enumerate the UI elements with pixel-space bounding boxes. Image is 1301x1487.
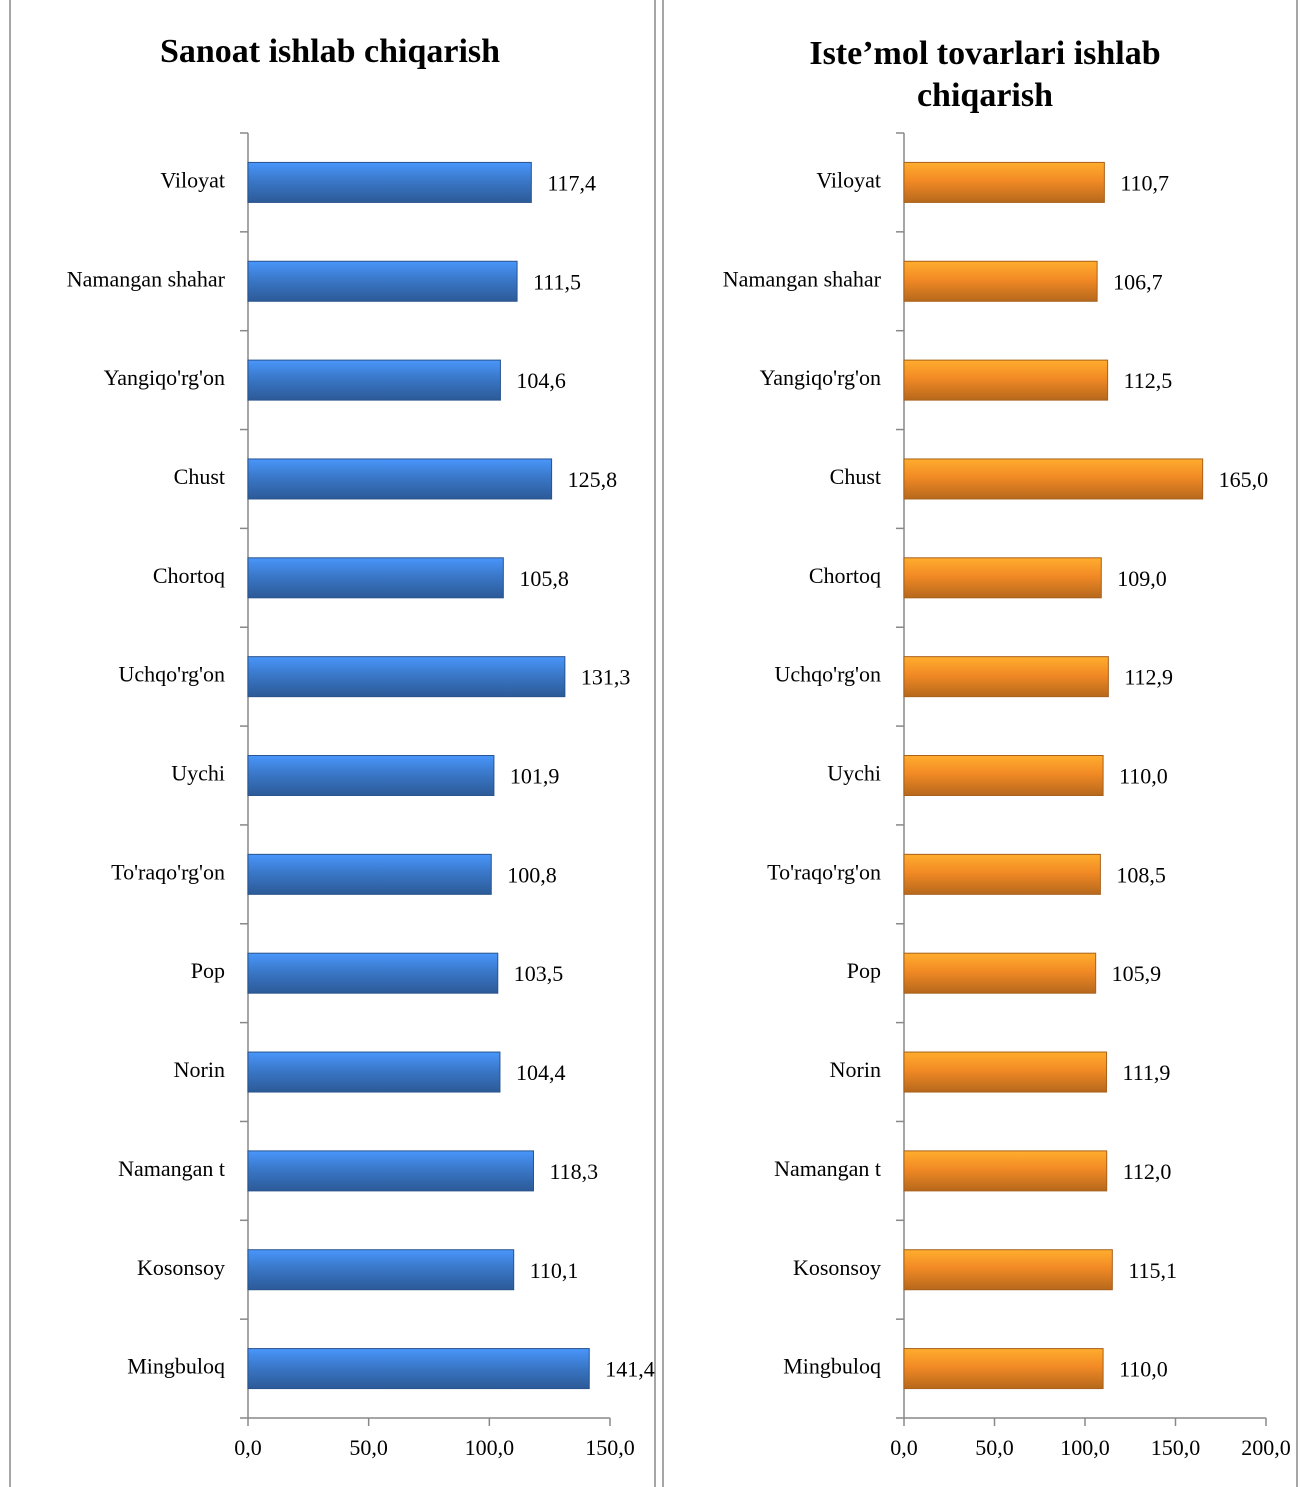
bar (903, 260, 1098, 302)
category-label: Viloyat (816, 167, 881, 192)
value-label: 110,0 (1119, 764, 1168, 789)
bar (903, 1249, 1113, 1291)
category-label: Kosonsoy (793, 1255, 881, 1280)
chart-title: Iste’mol tovarlari ishlab chiqarish (809, 35, 1161, 114)
value-label: 110,0 (1119, 1357, 1168, 1382)
category-label: Chortoq (153, 563, 225, 588)
category-label: Uchqo'rg'on (774, 662, 881, 687)
value-label: 111,5 (533, 269, 581, 294)
value-label: 125,8 (568, 467, 618, 492)
category-label: Chortoq (809, 563, 881, 588)
category-label: Pop (847, 958, 881, 983)
bar (247, 260, 518, 302)
value-label: 108,5 (1116, 862, 1166, 887)
x-tick-label: 0,0 (234, 1435, 262, 1460)
bar (903, 1051, 1108, 1093)
category-label: Norin (830, 1057, 881, 1082)
category-label: Uychi (827, 761, 881, 786)
x-tick-label: 200,0 (1241, 1435, 1291, 1460)
category-label: Uchqo'rg'on (118, 662, 225, 687)
bar (247, 458, 553, 500)
category-label: Norin (174, 1057, 225, 1082)
value-label: 109,0 (1117, 566, 1167, 591)
value-label: 110,1 (530, 1258, 579, 1283)
value-label: 105,9 (1112, 961, 1162, 986)
bar (903, 161, 1105, 203)
category-label: Pop (191, 958, 225, 983)
x-tick-label: 150,0 (585, 1435, 635, 1460)
bar (903, 458, 1204, 500)
value-label: 104,4 (516, 1060, 566, 1085)
category-label: Uychi (171, 761, 225, 786)
bar (247, 1150, 534, 1192)
bar (903, 557, 1102, 599)
value-label: 112,5 (1124, 368, 1173, 393)
category-label: Namangan t (774, 1156, 881, 1181)
x-tick-label: 150,0 (1151, 1435, 1201, 1460)
value-label: 110,7 (1120, 170, 1169, 195)
value-label: 106,7 (1113, 269, 1163, 294)
value-label: 111,9 (1123, 1060, 1171, 1085)
x-tick-label: 100,0 (465, 1435, 515, 1460)
category-label: Viloyat (160, 167, 225, 192)
value-label: 141,4 (605, 1357, 655, 1382)
value-label: 103,5 (514, 961, 564, 986)
x-tick-label: 0,0 (890, 1435, 918, 1460)
value-label: 165,0 (1219, 467, 1269, 492)
category-label: Yangiqo'rg'on (104, 365, 225, 390)
category-label: To'raqo'rg'on (111, 859, 225, 884)
bar (247, 853, 492, 895)
category-label: To'raqo'rg'on (767, 859, 881, 884)
value-label: 112,9 (1124, 665, 1173, 690)
category-label: Namangan t (118, 1156, 225, 1181)
x-tick-label: 100,0 (1060, 1435, 1110, 1460)
category-label: Kosonsoy (137, 1255, 225, 1280)
bar (247, 359, 501, 401)
value-label: 118,3 (549, 1159, 598, 1184)
bar (903, 853, 1101, 895)
category-label: Namangan shahar (723, 266, 882, 291)
bar (903, 1348, 1104, 1390)
bar (247, 755, 495, 796)
bar (247, 1348, 590, 1390)
bar (903, 952, 1097, 994)
x-tick-label: 50,0 (349, 1435, 388, 1460)
category-label: Yangiqo'rg'on (760, 365, 881, 390)
category-label: Mingbuloq (127, 1354, 225, 1379)
x-tick-label: 50,0 (975, 1435, 1014, 1460)
bar (247, 557, 504, 599)
bar (903, 359, 1109, 401)
category-label: Chust (174, 464, 225, 489)
value-label: 101,9 (510, 764, 560, 789)
bar (903, 1150, 1108, 1192)
value-label: 105,8 (519, 566, 569, 591)
value-label: 115,1 (1128, 1258, 1177, 1283)
value-label: 117,4 (547, 170, 596, 195)
value-label: 104,6 (516, 368, 566, 393)
bar (247, 952, 499, 994)
value-label: 131,3 (581, 665, 631, 690)
value-label: 100,8 (507, 862, 557, 887)
category-label: Chust (830, 464, 881, 489)
bar (247, 161, 532, 203)
value-label: 112,0 (1123, 1159, 1172, 1184)
category-label: Mingbuloq (783, 1354, 881, 1379)
chart-title: Sanoat ishlab chiqarish (159, 33, 501, 70)
bar (903, 755, 1104, 796)
bar (247, 656, 566, 698)
bar (903, 656, 1109, 698)
category-label: Namangan shahar (67, 266, 226, 291)
bar (247, 1051, 501, 1093)
bar (247, 1249, 515, 1291)
